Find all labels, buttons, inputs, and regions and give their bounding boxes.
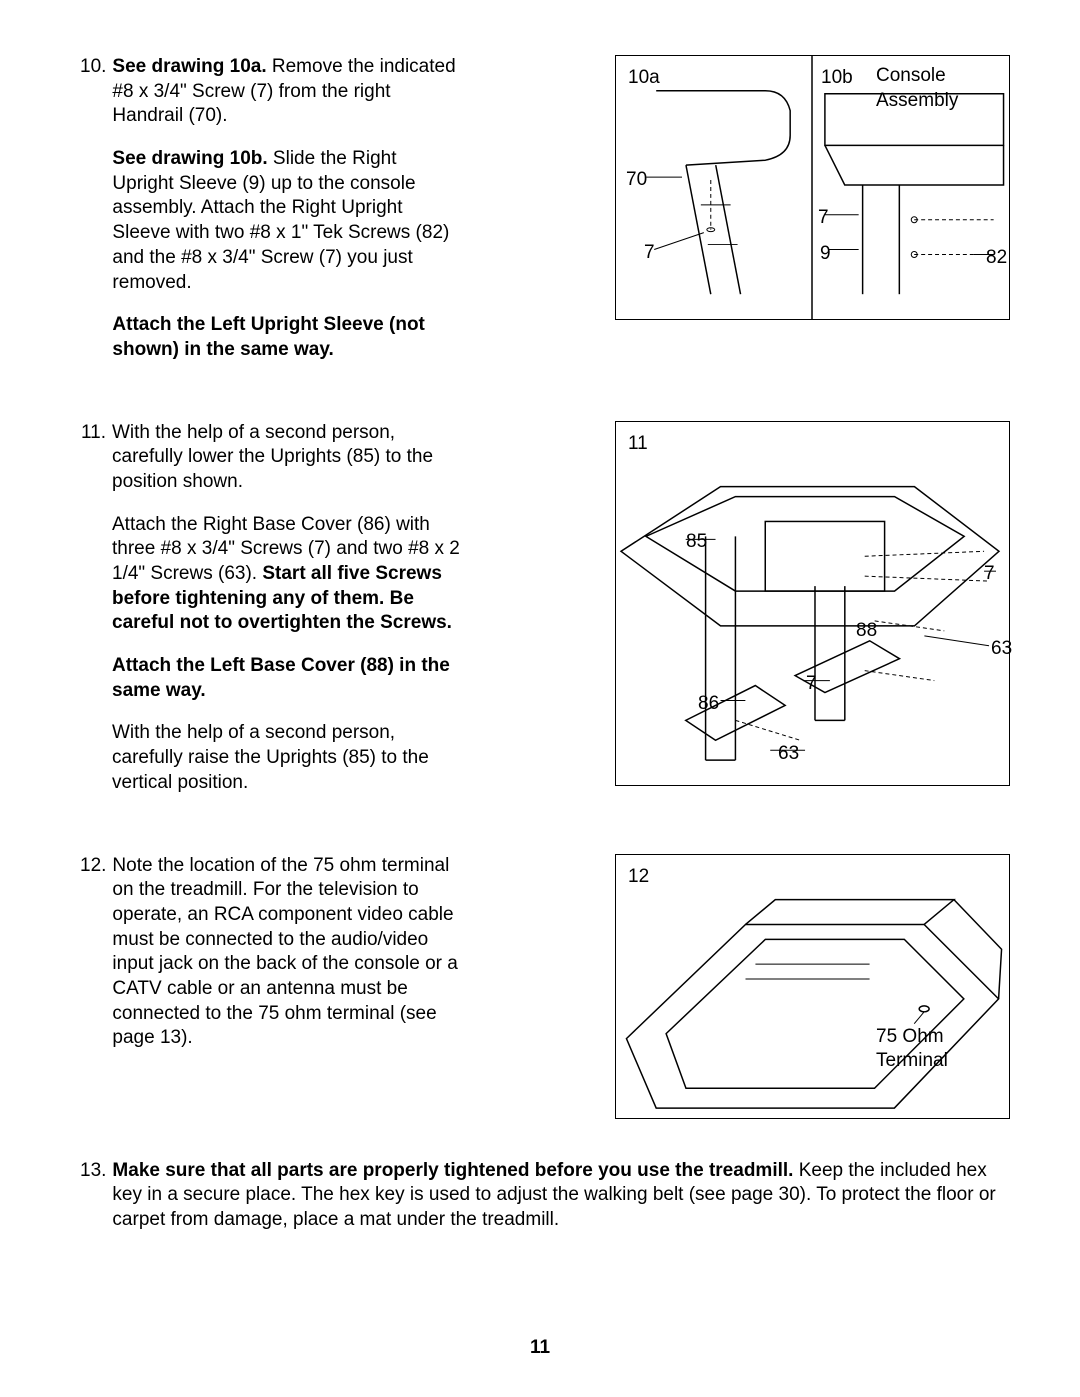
step-13-number: 13. <box>80 1159 112 1233</box>
step-11-p2: Attach the Right Base Cover (86) with th… <box>112 513 460 636</box>
fig-10-console-label: Console Assembly <box>876 64 958 113</box>
step-11-row: 11. With the help of a second person, ca… <box>80 421 1010 814</box>
step-10-row: 10. See drawing 10a. Remove the indicate… <box>80 55 1010 381</box>
step-10-number: 10. <box>80 55 112 363</box>
fig-10-n7b: 7 <box>818 206 829 231</box>
fig-10b-label: 10b <box>821 66 853 91</box>
fig-10a-label: 10a <box>628 66 660 91</box>
fig-10-n82: 82 <box>986 246 1007 271</box>
fig-10-n70: 70 <box>626 168 647 193</box>
figure-10: 10a 10b Console Assembly 70 7 7 9 82 <box>615 55 1010 320</box>
figure-11-art <box>616 422 1009 785</box>
step-13-p1: Make sure that all parts are properly ti… <box>112 1159 1010 1233</box>
step-11-p1: With the help of a second person, carefu… <box>112 421 460 495</box>
fig-11-n88: 88 <box>856 619 877 644</box>
fig-11-n86: 86 <box>698 692 719 717</box>
step-10-text: 10. See drawing 10a. Remove the indicate… <box>80 55 480 381</box>
step-12-number: 12. <box>80 854 112 1052</box>
fig-11-n85: 85 <box>686 530 707 555</box>
fig-11-n63a: 63 <box>991 637 1012 662</box>
fig-12-terminal: 75 Ohm Terminal <box>876 1025 948 1074</box>
step-11-p3: Attach the Left Base Cover (88) in the s… <box>112 654 460 703</box>
figure-11: 11 85 7 7 88 63 63 86 <box>615 421 1010 786</box>
step-11-number: 11. <box>80 421 112 796</box>
step-10-p1: See drawing 10a. Remove the indicated #8… <box>112 55 460 129</box>
figure-12: 12 75 Ohm Terminal <box>615 854 1010 1119</box>
step-12-row: 12. Note the location of the 75 ohm term… <box>80 854 1010 1119</box>
step-11-p4: With the help of a second person, carefu… <box>112 721 460 795</box>
step-10-p2: See drawing 10b. Slide the Right Upright… <box>112 147 460 295</box>
fig-11-n7b: 7 <box>806 672 817 697</box>
fig-12-label: 12 <box>628 865 649 890</box>
fig-11-n63b: 63 <box>778 742 799 767</box>
figure-12-art <box>616 855 1009 1118</box>
page-number: 11 <box>0 1336 1080 1361</box>
fig-10-n9: 9 <box>820 242 831 267</box>
fig-11-n7a: 7 <box>984 562 995 587</box>
figure-12-col: 12 75 Ohm Terminal <box>480 854 1010 1119</box>
step-10-p3: Attach the Left Upright Sleeve (not show… <box>112 313 460 362</box>
figure-10-col: 10a 10b Console Assembly 70 7 7 9 82 <box>480 55 1010 320</box>
fig-10-n7a: 7 <box>644 241 655 266</box>
fig-11-label: 11 <box>628 432 648 457</box>
step-11-text: 11. With the help of a second person, ca… <box>80 421 480 814</box>
step-13-row: 13. Make sure that all parts are properl… <box>80 1159 1010 1233</box>
figure-11-col: 11 85 7 7 88 63 63 86 <box>480 421 1010 786</box>
step-12-p1: Note the location of the 75 ohm terminal… <box>112 854 460 1052</box>
step-12-text: 12. Note the location of the 75 ohm term… <box>80 854 480 1070</box>
